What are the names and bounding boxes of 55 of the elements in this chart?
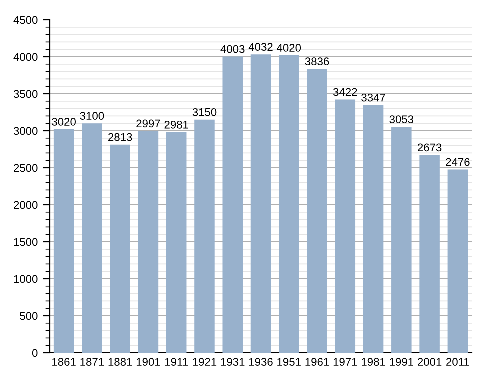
x-tick-label: 1951: [278, 358, 301, 366]
bar: [138, 131, 159, 353]
x-tick-label: 1961: [306, 358, 330, 366]
data-label: 3347: [362, 94, 386, 102]
data-label: 3150: [192, 108, 217, 116]
bar: [82, 124, 102, 353]
x-tick-label: 1911: [166, 358, 188, 366]
bar: [166, 132, 187, 353]
y-tick-label: 4000: [14, 53, 38, 62]
x-tick-label: 1981: [362, 358, 386, 366]
bar: [250, 54, 272, 353]
bar: [110, 144, 130, 353]
y-tick-label: 2500: [14, 164, 38, 172]
bar: [448, 170, 468, 353]
data-label: 4003: [220, 45, 245, 54]
x-tick-label: 1881: [108, 358, 132, 366]
data-label: 3100: [80, 112, 104, 120]
bar: [222, 56, 243, 353]
x-tick-label: 2001: [418, 358, 442, 366]
data-label: 3020: [52, 118, 76, 126]
x-tick-label: 1991: [390, 358, 414, 366]
data-label: 3422: [333, 88, 358, 96]
y-tick-label: 1000: [14, 275, 38, 284]
bar: [363, 105, 384, 353]
bar: [392, 127, 412, 353]
x-tick-label: 1936: [249, 358, 273, 366]
y-tick-label: 1500: [14, 238, 38, 246]
bar: [335, 100, 356, 353]
data-label: 2997: [136, 120, 160, 128]
x-tick-label: 1931: [221, 358, 245, 366]
data-label: 2476: [446, 158, 470, 166]
data-label: 2813: [108, 133, 132, 142]
y-tick-label: 3000: [14, 127, 38, 136]
bar: [307, 69, 328, 353]
x-tick-label: 1901: [136, 358, 160, 366]
y-tick-label: 0: [32, 349, 38, 358]
data-label: 2981: [164, 120, 188, 129]
x-tick-label: 1921: [193, 358, 217, 366]
bar: [54, 130, 74, 353]
y-tick-label: 500: [20, 312, 38, 320]
data-label: 3836: [305, 58, 330, 66]
bar: [279, 56, 300, 353]
data-label: 4020: [277, 44, 302, 52]
data-label: 4032: [248, 43, 273, 52]
x-tick-label: 1871: [80, 358, 104, 366]
x-tick-label: 1861: [52, 358, 76, 366]
bar: [420, 155, 440, 353]
y-tick-label: 2000: [14, 201, 38, 210]
x-tick-label: 2011: [446, 358, 470, 366]
y-tick-label: 3500: [14, 90, 38, 98]
x-tick-label: 1971: [334, 358, 358, 366]
data-label: 3053: [390, 116, 414, 124]
bar: [194, 120, 215, 353]
y-tick-label: 4500: [14, 16, 38, 24]
data-label: 2673: [418, 144, 442, 152]
